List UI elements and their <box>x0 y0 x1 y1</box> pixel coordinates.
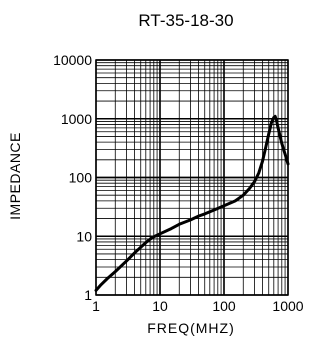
data-series <box>94 114 290 292</box>
y-tick-labels: 1 10 100 1000 10000 <box>53 52 92 303</box>
y-tick-label: 1 <box>84 287 92 303</box>
x-tick-label: 1000 <box>272 298 303 314</box>
y-tick-label: 10 <box>76 228 92 244</box>
impedance-series-line <box>94 114 290 292</box>
plot-frame <box>95 59 289 296</box>
y-tick-label: 1000 <box>61 111 92 127</box>
chart-title: RT-35-18-30 <box>138 11 233 30</box>
y-axis-label: IMPEDANCE <box>7 132 23 220</box>
x-axis-label: FREQ(MHZ) <box>147 320 235 336</box>
y-tick-label: 100 <box>69 170 93 186</box>
x-tick-label: 1 <box>92 298 100 314</box>
x-tick-labels: 1 10 100 1000 <box>92 298 304 314</box>
y-tick-label: 10000 <box>53 52 92 68</box>
x-tick-label: 10 <box>152 298 168 314</box>
x-tick-label: 100 <box>212 298 236 314</box>
